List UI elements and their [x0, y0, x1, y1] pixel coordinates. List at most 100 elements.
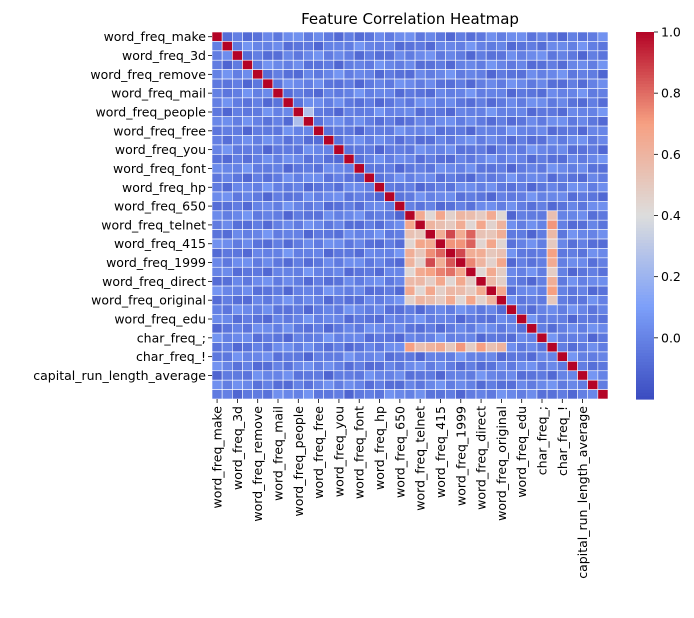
heatmap-cell: [333, 41, 345, 52]
heatmap-cell: [384, 182, 396, 193]
heatmap-cell: [384, 163, 396, 174]
heatmap-cell: [262, 285, 274, 296]
heatmap-cell: [353, 285, 365, 296]
heatmap-cell: [465, 41, 477, 52]
heatmap-cell: [364, 116, 375, 127]
heatmap-cell: [313, 154, 324, 165]
heatmap-cell: [364, 229, 375, 240]
heatmap-cell: [536, 295, 548, 306]
heatmap-cell: [435, 144, 446, 155]
colorbar-segment: [636, 371, 654, 376]
heatmap-cell: [577, 41, 588, 52]
heatmap-cell: [465, 201, 477, 212]
heatmap-cell: [232, 201, 243, 212]
heatmap-cell: [455, 229, 467, 240]
colorbar-segment: [636, 291, 654, 296]
heatmap-cell: [374, 50, 385, 61]
heatmap-cell: [445, 163, 456, 174]
heatmap-cell: [292, 154, 304, 165]
heatmap-cell: [333, 154, 345, 165]
heatmap-cell: [516, 351, 528, 362]
heatmap-cell: [242, 135, 253, 146]
heatmap-cell: [465, 361, 477, 372]
heatmap-cell: [374, 210, 385, 221]
heatmap-cell: [303, 144, 314, 155]
heatmap-cell: [313, 59, 324, 70]
heatmap-cell: [567, 351, 578, 362]
heatmap-cell: [587, 59, 599, 70]
heatmap-cell: [587, 332, 599, 343]
heatmap-cell: [455, 295, 467, 306]
heatmap-cell: [303, 370, 314, 381]
heatmap-cell: [587, 361, 599, 372]
heatmap-cell: [475, 342, 487, 353]
heatmap-cell: [455, 172, 467, 183]
heatmap-cell: [435, 248, 446, 259]
heatmap-cell: [587, 276, 599, 287]
heatmap-cell: [292, 389, 304, 400]
heatmap-cell: [465, 370, 477, 381]
heatmap-cell: [465, 135, 477, 146]
heatmap-cell: [435, 219, 446, 230]
heatmap-cell: [445, 285, 456, 296]
heatmap-cell: [424, 332, 436, 343]
heatmap-cell: [404, 295, 416, 306]
heatmap-cell: [343, 69, 355, 80]
heatmap-cell: [343, 389, 355, 400]
heatmap-cell: [445, 31, 456, 42]
heatmap-cell: [485, 201, 497, 212]
heatmap-cell: [587, 31, 599, 42]
heatmap-cell: [232, 69, 243, 80]
heatmap-cell: [536, 379, 548, 390]
colorbar-segment: [636, 267, 654, 272]
heatmap-cell: [587, 248, 599, 259]
column-tick-label: char_freq_;: [535, 406, 550, 475]
heatmap-cell: [252, 342, 264, 353]
heatmap-cell: [597, 97, 609, 108]
heatmap-cell: [445, 50, 456, 61]
heatmap-cell: [556, 182, 568, 193]
heatmap-cell: [262, 370, 274, 381]
heatmap-cell: [546, 276, 558, 287]
heatmap-cell: [292, 276, 304, 287]
heatmap-cell: [353, 182, 365, 193]
heatmap-cell: [455, 182, 467, 193]
heatmap-cell: [374, 370, 385, 381]
heatmap-cell: [211, 201, 223, 212]
heatmap-cell: [546, 257, 558, 268]
heatmap-cell: [435, 69, 446, 80]
heatmap-cell: [506, 41, 517, 52]
colorbar-segment: [636, 184, 654, 189]
heatmap-cell: [272, 248, 284, 259]
heatmap-cell: [536, 97, 548, 108]
heatmap-cell: [232, 125, 243, 136]
heatmap-cell: [577, 78, 588, 89]
heatmap-cell: [485, 59, 497, 70]
heatmap-cell: [272, 389, 284, 400]
heatmap-cell: [242, 182, 253, 193]
heatmap-cell: [577, 59, 588, 70]
heatmap-cell: [404, 78, 416, 89]
heatmap-cell: [526, 201, 538, 212]
heatmap-cell: [364, 59, 375, 70]
heatmap-cell: [364, 31, 375, 42]
heatmap-cell: [435, 154, 446, 165]
heatmap-cell: [546, 125, 558, 136]
heatmap-cell: [313, 295, 324, 306]
heatmap-cell: [353, 314, 365, 325]
heatmap-cell: [394, 370, 406, 381]
heatmap-cell: [211, 323, 223, 334]
heatmap-cell: [455, 370, 467, 381]
heatmap-cell: [394, 182, 406, 193]
heatmap-cell: [546, 135, 558, 146]
row-tick-label: word_freq_1999: [106, 255, 206, 270]
heatmap-cell: [526, 154, 538, 165]
heatmap-cell: [384, 370, 396, 381]
colorbar-segment: [636, 157, 654, 162]
heatmap-cell: [424, 69, 436, 80]
heatmap-cell: [272, 229, 284, 240]
heatmap-cell: [567, 97, 578, 108]
heatmap-cell: [567, 116, 578, 127]
heatmap-cell: [323, 332, 335, 343]
heatmap-cell: [242, 370, 253, 381]
